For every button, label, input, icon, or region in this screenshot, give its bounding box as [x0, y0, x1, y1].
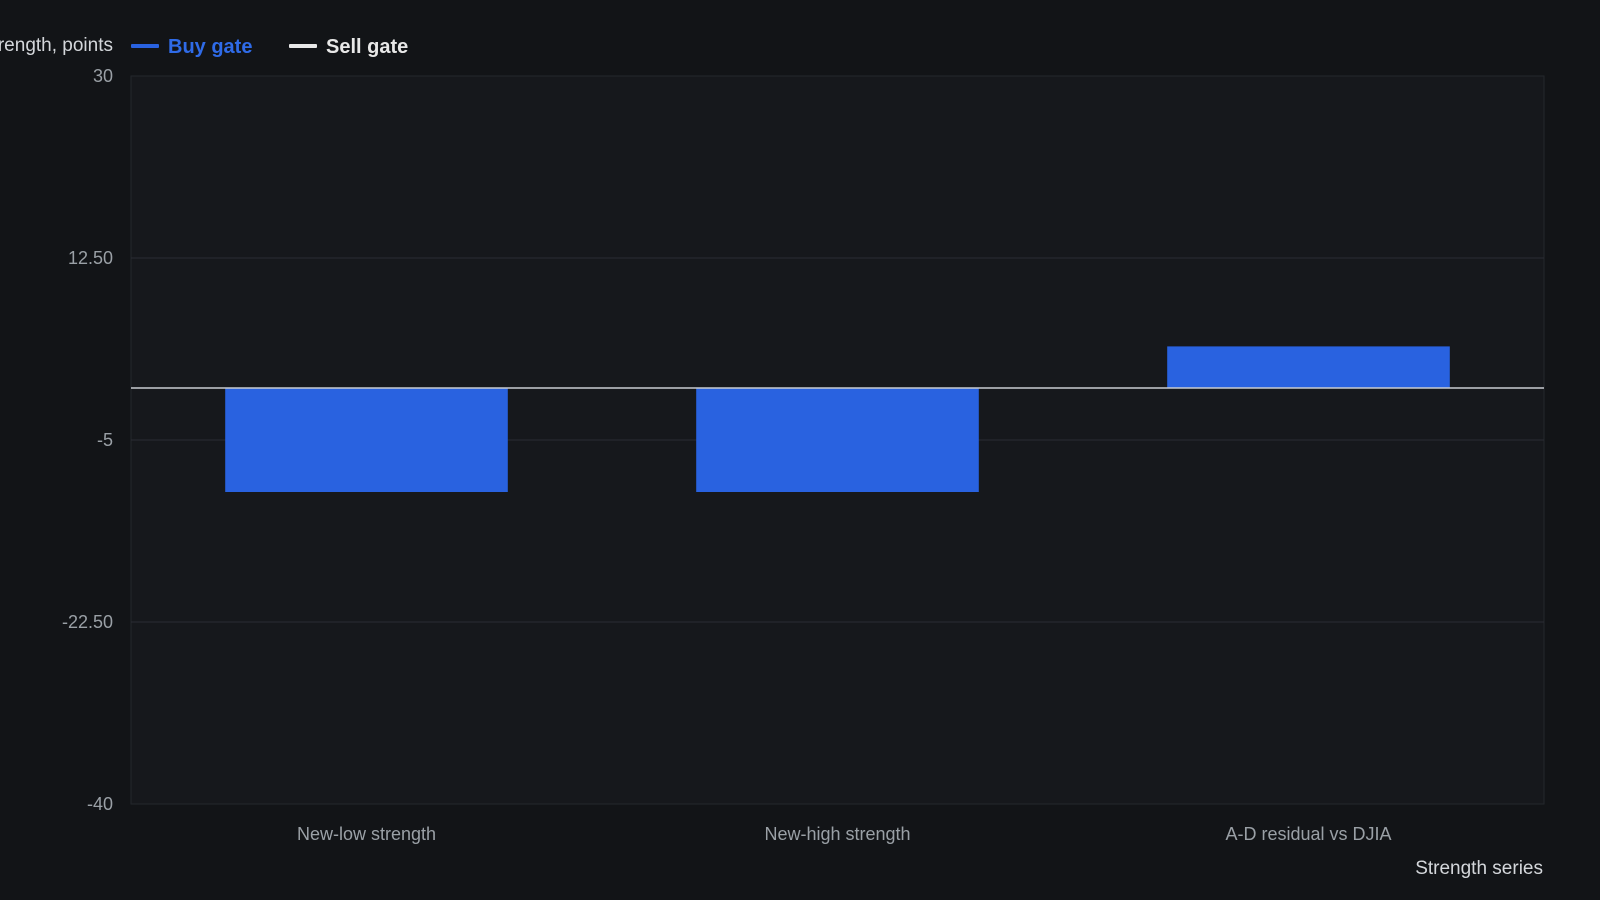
x-tick-label: A-D residual vs DJIA: [1225, 824, 1391, 844]
legend: Buy gate Sell gate: [131, 36, 408, 58]
x-tick-label: New-high strength: [764, 824, 910, 844]
legend-item-sell-gate[interactable]: Sell gate: [289, 36, 408, 58]
y-tick-label: -40: [87, 794, 113, 814]
bars: [225, 346, 1450, 492]
y-tick-label: 12.50: [68, 248, 113, 268]
legend-swatch-sell-gate: [289, 44, 317, 48]
y-tick-label: -5: [97, 430, 113, 450]
legend-swatch-buy-gate: [131, 44, 159, 48]
x-axis-labels: New-low strength New-high strength A-D res…: [297, 824, 1392, 844]
bar[interactable]: [696, 388, 979, 492]
y-tick-label: 30: [93, 66, 113, 86]
legend-label-sell-gate: Sell gate: [326, 36, 408, 58]
x-axis-title: Strength series: [1415, 858, 1543, 879]
x-tick-label: New-low strength: [297, 824, 436, 844]
legend-label-buy-gate: Buy gate: [168, 36, 252, 58]
y-axis-ticks: 30 12.50 -5 -22.50 -40: [62, 66, 113, 814]
bar[interactable]: [1167, 346, 1450, 388]
legend-item-buy-gate[interactable]: Buy gate: [131, 36, 252, 58]
y-axis-title: Strength, points: [0, 35, 113, 56]
y-tick-label: -22.50: [62, 612, 113, 632]
bar[interactable]: [225, 388, 508, 492]
